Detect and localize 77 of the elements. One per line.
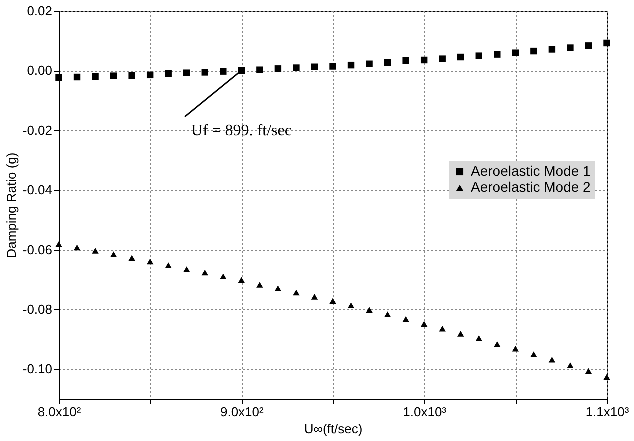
- point: [458, 331, 464, 337]
- point: [274, 286, 282, 292]
- point: [74, 74, 81, 81]
- point: [256, 66, 264, 74]
- point: [585, 368, 592, 374]
- point: [604, 40, 610, 47]
- annotation: Uf = 899. ft/sec: [191, 122, 292, 140]
- point: [293, 290, 300, 296]
- point: [165, 262, 172, 268]
- point: [330, 63, 336, 70]
- point: [330, 298, 336, 304]
- point: [494, 51, 501, 58]
- point: [402, 57, 410, 64]
- point: [202, 270, 208, 276]
- point: [165, 70, 172, 78]
- point: [184, 70, 190, 76]
- point: [384, 59, 392, 66]
- x-tick-label: 8.0x10²: [38, 404, 82, 420]
- point: [366, 60, 373, 68]
- legend-label: Aeroelastic Mode 1: [471, 163, 592, 179]
- point: [476, 336, 482, 342]
- legend-label: Aeroelastic Mode 2: [471, 179, 592, 195]
- point: [366, 307, 373, 313]
- point: [74, 244, 81, 251]
- point: [311, 294, 318, 300]
- point: [110, 252, 118, 258]
- y-tick-label: 0.02: [27, 4, 52, 18]
- point: [348, 302, 355, 308]
- x-tick-label: 1.1x10³: [586, 404, 630, 420]
- point: [184, 266, 190, 272]
- x-axis-title: U∞(ft/sec): [304, 422, 363, 436]
- point: [439, 326, 446, 332]
- point: [567, 44, 574, 52]
- point: [128, 255, 136, 262]
- point: [585, 42, 592, 50]
- point: [530, 48, 538, 55]
- y-tick-label: -0.04: [22, 182, 52, 198]
- y-tick-label: -0.02: [22, 122, 52, 138]
- point: [202, 69, 208, 76]
- y-axis-title: Damping Ratio (g): [4, 152, 19, 258]
- point: [604, 374, 610, 380]
- point: [420, 321, 428, 327]
- point: [476, 52, 482, 60]
- point: [420, 56, 428, 64]
- point: [92, 248, 99, 254]
- point: [128, 72, 136, 80]
- point: [348, 62, 355, 69]
- point: [512, 50, 520, 56]
- point: [494, 341, 501, 348]
- point: [548, 356, 556, 363]
- y-tick-label: 0.00: [27, 63, 52, 78]
- y-tick-label: -0.10: [22, 362, 52, 377]
- point: [56, 74, 62, 82]
- y-tick-label: -0.08: [22, 302, 52, 317]
- point: [92, 73, 99, 80]
- point: [274, 66, 282, 72]
- point: [530, 352, 538, 358]
- point: [238, 277, 246, 284]
- point: [402, 316, 410, 322]
- point: [56, 241, 62, 248]
- point: [146, 72, 154, 79]
- point: [256, 282, 264, 288]
- point: [512, 346, 520, 352]
- point: [110, 72, 118, 80]
- point: [220, 68, 227, 75]
- point: [311, 64, 318, 70]
- y-tick-label: -0.06: [22, 242, 52, 258]
- point: [293, 64, 300, 72]
- x-tick-label: 9.0x10²: [220, 404, 265, 420]
- point: [384, 312, 392, 318]
- point: [548, 46, 556, 53]
- point: [439, 56, 446, 62]
- point: [458, 54, 464, 61]
- point: [567, 362, 574, 368]
- point: [146, 258, 154, 265]
- x-tick-label: 1.0x10³: [403, 404, 448, 420]
- point: [220, 274, 227, 280]
